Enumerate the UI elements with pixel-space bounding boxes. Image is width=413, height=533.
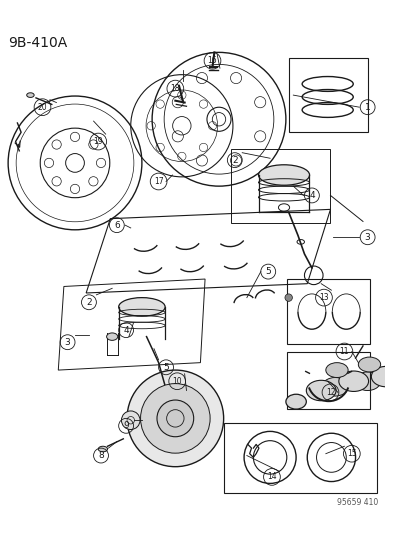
Text: 2: 2 — [231, 156, 237, 165]
Text: 5: 5 — [163, 363, 169, 372]
Circle shape — [127, 370, 223, 467]
Text: 15: 15 — [346, 449, 356, 458]
Ellipse shape — [306, 381, 335, 401]
Ellipse shape — [321, 377, 347, 396]
Ellipse shape — [325, 362, 347, 377]
Text: 11: 11 — [339, 347, 348, 356]
Text: 4: 4 — [123, 326, 128, 335]
Ellipse shape — [370, 366, 400, 387]
Text: 12: 12 — [325, 388, 335, 397]
Bar — [286, 351, 370, 409]
Text: 17: 17 — [154, 177, 163, 186]
Ellipse shape — [338, 371, 368, 391]
Text: 10: 10 — [172, 377, 182, 386]
Ellipse shape — [358, 357, 380, 372]
Text: 5: 5 — [265, 267, 271, 276]
Text: 8: 8 — [98, 451, 104, 460]
Bar — [288, 58, 367, 132]
Ellipse shape — [119, 297, 165, 316]
Text: 6: 6 — [114, 221, 119, 230]
Ellipse shape — [386, 368, 412, 387]
Text: 9B-410A: 9B-410A — [8, 36, 67, 50]
Ellipse shape — [258, 165, 309, 185]
Text: 20: 20 — [38, 103, 47, 112]
Bar — [223, 423, 376, 492]
Ellipse shape — [98, 446, 107, 452]
Circle shape — [284, 294, 292, 301]
Text: 4: 4 — [309, 191, 314, 200]
Text: 18: 18 — [170, 84, 180, 93]
Text: 9: 9 — [123, 421, 129, 430]
Text: 14: 14 — [266, 472, 276, 481]
Bar — [286, 279, 370, 344]
Text: 1: 1 — [364, 103, 370, 112]
Circle shape — [140, 384, 210, 453]
Ellipse shape — [390, 353, 412, 368]
Circle shape — [157, 400, 193, 437]
Text: 3: 3 — [364, 233, 370, 242]
Text: 3: 3 — [64, 338, 70, 346]
Text: 13: 13 — [318, 293, 328, 302]
Ellipse shape — [106, 333, 117, 341]
Ellipse shape — [403, 371, 413, 391]
Text: 16: 16 — [207, 56, 217, 65]
Ellipse shape — [354, 372, 380, 391]
Circle shape — [121, 411, 140, 430]
Ellipse shape — [27, 93, 34, 98]
Text: 95659 410: 95659 410 — [336, 498, 377, 507]
Ellipse shape — [285, 394, 306, 409]
Text: 19: 19 — [93, 137, 103, 146]
Text: 2: 2 — [86, 298, 92, 307]
